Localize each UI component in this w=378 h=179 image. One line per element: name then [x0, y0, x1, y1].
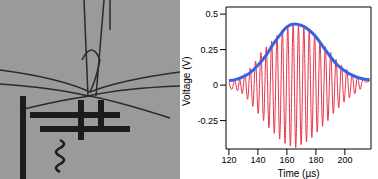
svg-text:0.5: 0.5	[205, 9, 218, 19]
svg-text:Voltage (V): Voltage (V)	[182, 57, 192, 106]
svg-text:Time (µs): Time (µs)	[277, 168, 319, 179]
svg-text:180: 180	[308, 155, 323, 165]
svg-text:160: 160	[279, 155, 294, 165]
svg-text:-0.25: -0.25	[197, 116, 218, 126]
svg-text:0: 0	[213, 80, 218, 90]
svg-text:140: 140	[250, 155, 265, 165]
svg-text:120: 120	[221, 155, 236, 165]
svg-text:200: 200	[337, 155, 352, 165]
svg-text:0.25: 0.25	[200, 45, 218, 55]
